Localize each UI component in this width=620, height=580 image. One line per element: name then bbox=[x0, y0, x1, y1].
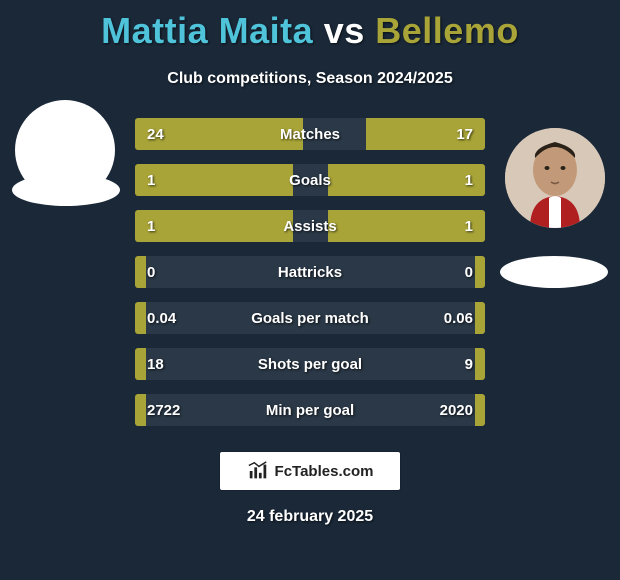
stat-label: Goals bbox=[205, 172, 415, 189]
player2-shadow bbox=[500, 256, 608, 288]
stats-container: 24Matches171Goals11Assists10Hattricks00.… bbox=[135, 118, 485, 426]
stat-value-left: 2722 bbox=[135, 402, 205, 419]
stat-label: Matches bbox=[205, 126, 415, 143]
stat-row: 0Hattricks0 bbox=[135, 256, 485, 288]
stat-value-left: 0.04 bbox=[135, 310, 205, 327]
stat-value-right: 1 bbox=[415, 172, 485, 189]
player2-photo-icon bbox=[505, 128, 605, 228]
stat-value-right: 0 bbox=[415, 264, 485, 281]
date-label: 24 february 2025 bbox=[0, 508, 620, 526]
player1-shadow bbox=[12, 174, 120, 206]
stat-row: 1Assists1 bbox=[135, 210, 485, 242]
stat-label: Goals per match bbox=[205, 310, 415, 327]
stat-value-left: 24 bbox=[135, 126, 205, 143]
stat-value-left: 18 bbox=[135, 356, 205, 373]
stat-label: Min per goal bbox=[205, 402, 415, 419]
stat-value-left: 1 bbox=[135, 218, 205, 235]
stat-value-left: 1 bbox=[135, 172, 205, 189]
stat-row: 1Goals1 bbox=[135, 164, 485, 196]
fctables-badge[interactable]: FcTables.com bbox=[220, 452, 400, 490]
stat-value-right: 0.06 bbox=[415, 310, 485, 327]
stat-value-right: 2020 bbox=[415, 402, 485, 419]
stat-row: 0.04Goals per match0.06 bbox=[135, 302, 485, 334]
stat-row: 24Matches17 bbox=[135, 118, 485, 150]
stat-value-left: 0 bbox=[135, 264, 205, 281]
stat-row: 18Shots per goal9 bbox=[135, 348, 485, 380]
player2-avatar bbox=[505, 128, 605, 228]
subtitle: Club competitions, Season 2024/2025 bbox=[0, 70, 620, 88]
fctables-label: FcTables.com bbox=[275, 463, 374, 480]
vs-text: vs bbox=[324, 10, 365, 51]
stat-label: Assists bbox=[205, 218, 415, 235]
fctables-chart-icon bbox=[247, 460, 269, 482]
stat-label: Hattricks bbox=[205, 264, 415, 281]
stat-value-right: 9 bbox=[415, 356, 485, 373]
comparison-title: Mattia Maita vs Bellemo bbox=[0, 0, 620, 52]
stat-label: Shots per goal bbox=[205, 356, 415, 373]
stat-value-right: 17 bbox=[415, 126, 485, 143]
stat-row: 2722Min per goal2020 bbox=[135, 394, 485, 426]
player1-name: Mattia Maita bbox=[101, 10, 313, 51]
stat-value-right: 1 bbox=[415, 218, 485, 235]
player2-name: Bellemo bbox=[375, 10, 519, 51]
